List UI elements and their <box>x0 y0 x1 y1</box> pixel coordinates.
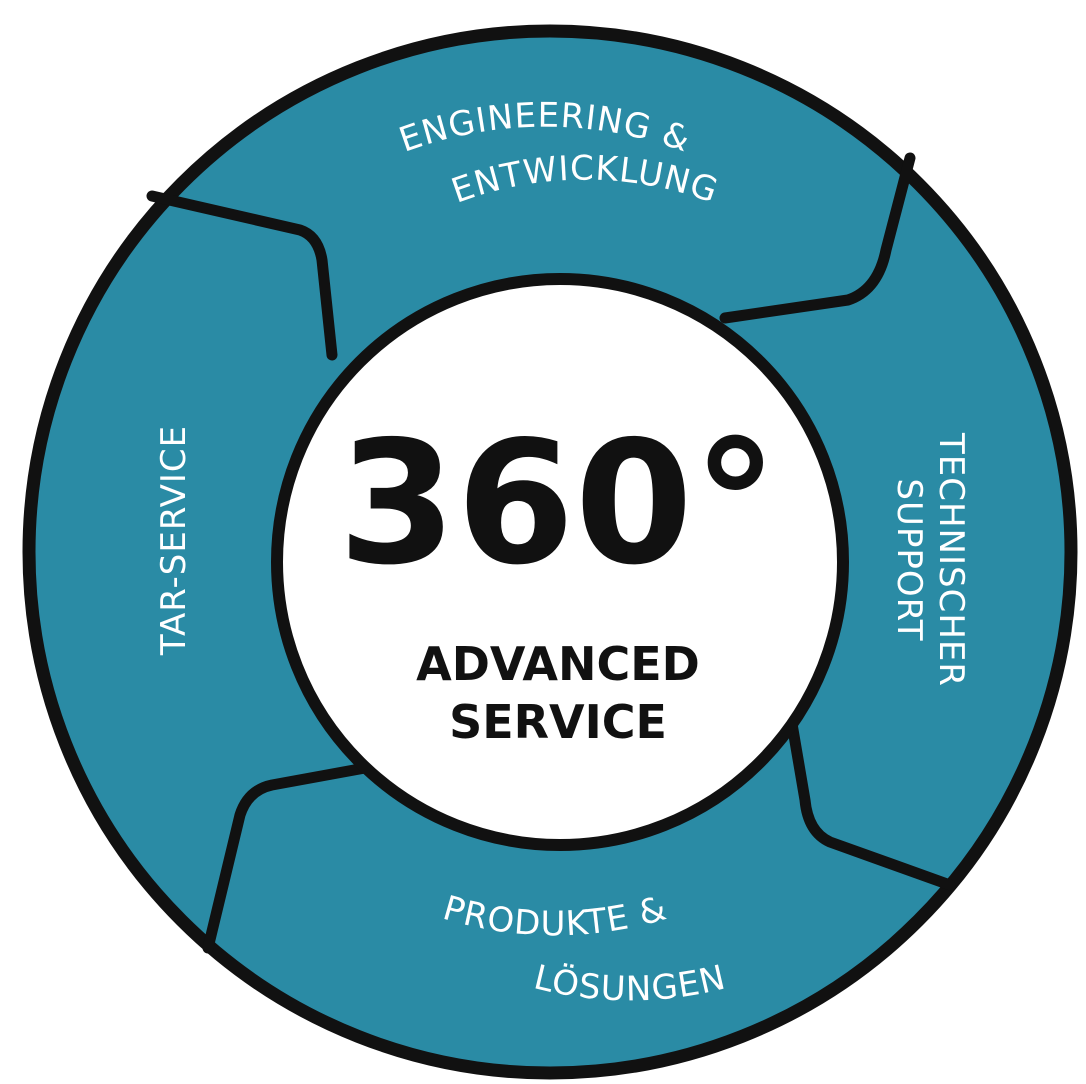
segment-right-label-line1: TECHNISCHER <box>931 432 971 687</box>
center-title: 360° <box>338 405 778 603</box>
segment-left-label: TAR-SERVICE <box>154 425 194 656</box>
center-circle <box>271 273 849 851</box>
center-subtitle-line2: SERVICE <box>449 695 667 749</box>
divider-top-right <box>719 152 916 324</box>
segment-right-label-line2: SUPPORT <box>889 478 929 641</box>
center-subtitle-line1: ADVANCED <box>416 637 700 691</box>
divider-bottom-right <box>784 706 956 891</box>
divider-bottom-left <box>202 762 371 954</box>
divider-top-left <box>146 190 338 361</box>
